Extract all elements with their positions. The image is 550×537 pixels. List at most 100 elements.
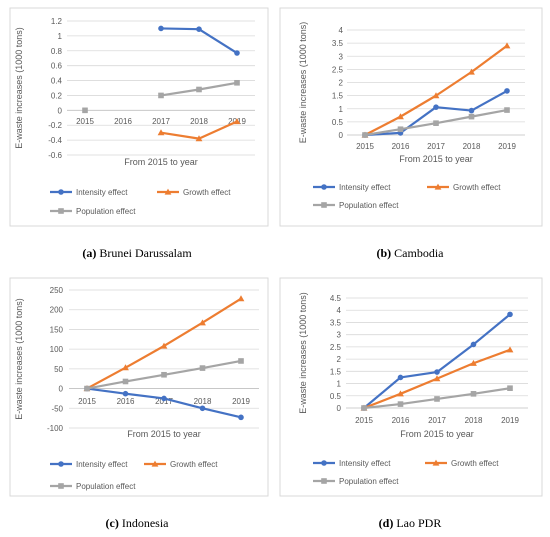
- x-tick-label: 2019: [501, 416, 519, 425]
- series-growth: [157, 118, 241, 142]
- y-tick-label: 0: [337, 404, 342, 413]
- y-tick-label: 4: [337, 306, 342, 315]
- series-line-segment: [472, 387, 512, 395]
- y-tick-label: 1.2: [51, 17, 63, 26]
- legend: Intensity effect Growth effect Population …: [313, 183, 501, 210]
- legend-label-population: Population effect: [76, 482, 136, 491]
- data-point: [158, 92, 164, 99]
- series-line-segment: [162, 366, 204, 376]
- legend-marker: [321, 202, 327, 208]
- data-point: [397, 401, 404, 407]
- data-point: [234, 79, 240, 86]
- data-point: [468, 107, 475, 114]
- data-point: [233, 118, 241, 125]
- legend-marker: [321, 478, 327, 484]
- x-tick-label: 2017: [152, 117, 170, 126]
- data-point: [161, 395, 167, 402]
- chart-panel-d: 0 0.5 1 1.5 2 2.5 3 3.5 4 4.5 2015 2016 2017 2018 2019…: [279, 277, 543, 530]
- legend-label-intensity: Intensity effect: [339, 183, 391, 192]
- y-axis-title: E-waste increases (1000 tons): [14, 27, 24, 149]
- series-line-segment: [399, 122, 438, 131]
- data-point: [470, 359, 477, 366]
- legend-marker: [58, 483, 64, 489]
- chart-panel-b: 0 0.5 1 1.5 2 2.5 3 3.5 4 2015 2016 2017 2018 2019 Fro…: [279, 7, 543, 260]
- data-point: [84, 385, 90, 392]
- y-tick-label: 0: [339, 131, 344, 140]
- x-tick-label: 2016: [392, 142, 410, 151]
- legend-marker: [58, 189, 64, 195]
- series-line-segment: [399, 397, 439, 406]
- series-line-segment: [470, 44, 509, 74]
- data-point: [468, 68, 475, 75]
- y-tick-label: 0.6: [51, 62, 63, 71]
- x-axis-title: From 2015 to year: [400, 429, 474, 439]
- data-point: [470, 391, 477, 397]
- data-point: [434, 396, 440, 402]
- data-point: [433, 375, 441, 382]
- data-point: [397, 374, 404, 381]
- y-tick-label: 0: [58, 106, 63, 115]
- series-growth: [360, 346, 514, 411]
- y-tick-label: 0.8: [51, 47, 63, 56]
- data-point: [397, 390, 404, 397]
- y-tick-label: 150: [50, 325, 64, 334]
- panel-caption: (a) Brunei Darussalam: [82, 246, 192, 260]
- legend: Intensity effect Growth effect Population …: [50, 460, 218, 491]
- panel-frame: [279, 7, 543, 227]
- legend-label-intensity: Intensity effect: [76, 460, 128, 469]
- y-tick-label: 2: [339, 79, 344, 88]
- y-tick-label: 3.5: [332, 39, 344, 48]
- series-line-segment: [434, 70, 473, 97]
- legend-label-growth: Growth effect: [453, 183, 501, 192]
- x-tick-label: 2016: [392, 416, 410, 425]
- y-tick-label: 1: [337, 380, 342, 389]
- x-tick-label: 2018: [190, 117, 208, 126]
- legend-marker: [432, 459, 440, 466]
- series-line-segment: [399, 370, 439, 379]
- series-population: [361, 385, 513, 411]
- series-line-segment: [124, 373, 166, 383]
- y-tick-label: 4: [339, 26, 344, 35]
- data-point: [82, 107, 88, 114]
- x-axis-title: From 2015 to year: [127, 429, 201, 439]
- legend-label-growth: Growth effect: [183, 188, 231, 197]
- series-line-segment: [197, 120, 239, 140]
- y-tick-label: 4.5: [330, 294, 342, 303]
- legend-label-intensity: Intensity effect: [76, 188, 128, 197]
- y-tick-label: 2.5: [330, 343, 342, 352]
- x-tick-label: 2015: [356, 142, 374, 151]
- series-population: [84, 358, 244, 392]
- series-line-segment: [435, 343, 475, 374]
- series-line-segment: [363, 115, 402, 137]
- data-point: [433, 120, 439, 126]
- data-point: [158, 25, 164, 32]
- y-tick-label: -0.6: [48, 151, 62, 160]
- panel-caption: (c) Indonesia: [106, 516, 170, 530]
- data-point: [195, 135, 203, 142]
- data-point: [433, 104, 439, 110]
- legend-label-growth: Growth effect: [170, 460, 218, 469]
- data-point: [238, 358, 244, 364]
- legend-label-population: Population effect: [339, 477, 399, 486]
- data-point: [237, 295, 245, 302]
- y-tick-label: 0.2: [51, 91, 63, 100]
- panel-frame: [9, 7, 269, 227]
- x-tick-label: 2017: [428, 416, 446, 425]
- x-tick-label: 2018: [465, 416, 483, 425]
- y-tick-label: 0.5: [332, 118, 344, 127]
- data-point: [507, 311, 513, 318]
- series-line-segment: [434, 106, 473, 112]
- series-line-segment: [362, 376, 402, 410]
- data-point: [397, 113, 404, 120]
- data-point: [157, 129, 165, 136]
- y-tick-label: 3: [337, 331, 342, 340]
- series-line-segment: [201, 407, 243, 419]
- y-tick-label: 3: [339, 52, 344, 61]
- y-tick-label: 2.5: [332, 65, 344, 74]
- y-tick-label: 50: [54, 365, 63, 374]
- y-tick-label: 1: [58, 32, 63, 41]
- series-line-segment: [472, 348, 512, 365]
- legend-marker: [58, 461, 64, 467]
